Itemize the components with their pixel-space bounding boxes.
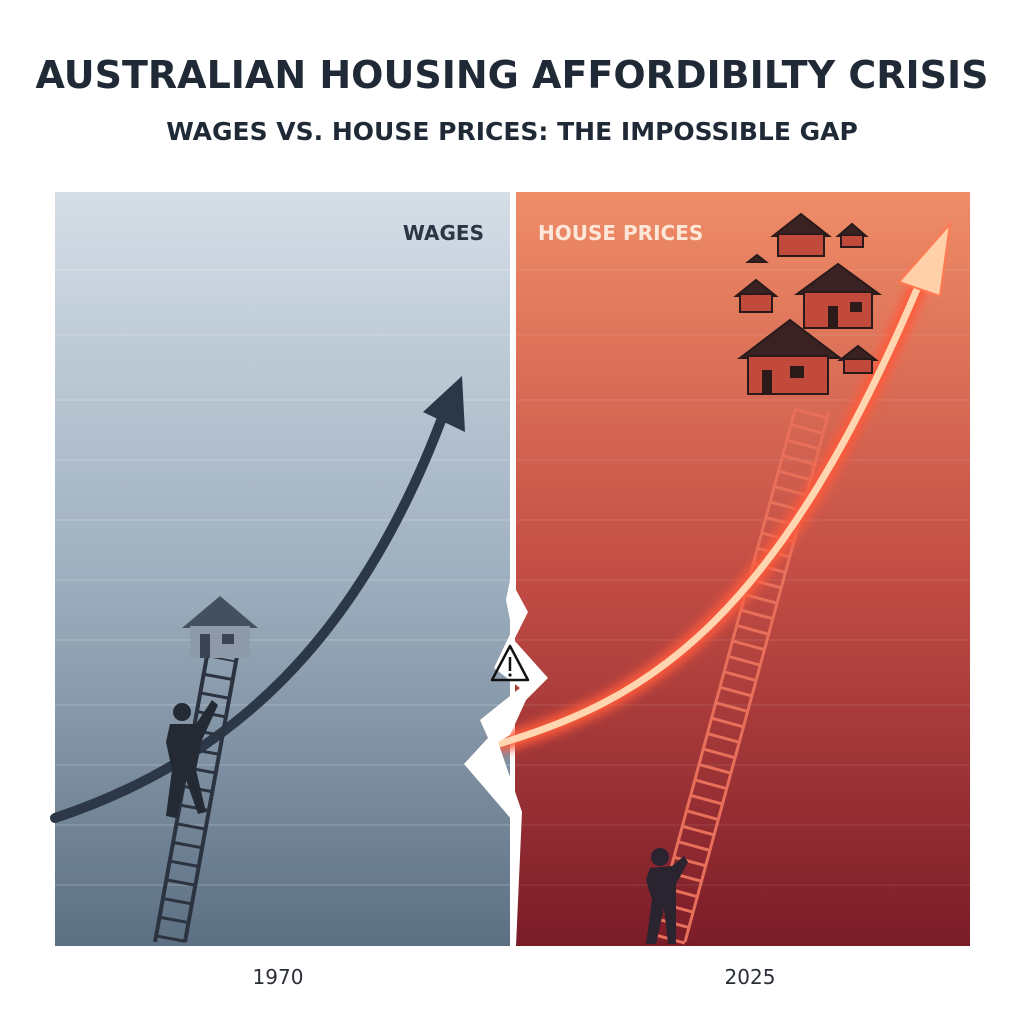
- crack: [464, 190, 548, 946]
- crack-polygon: [464, 190, 548, 946]
- house-prices-panel-polygon: [897, 220, 952, 298]
- subtitle: WAGES VS. HOUSE PRICES: THE IMPOSSIBLE G…: [166, 117, 858, 146]
- house-prices-panel-g-rect: [777, 233, 825, 257]
- wages-panel-g: [55, 269, 510, 886]
- house-prices-panel-g-rect: [739, 293, 773, 313]
- house-prices-panel: HOUSE PRICES: [491, 192, 970, 946]
- house-prices-panel-g-rect: [762, 370, 772, 394]
- house-prices-panel-g-polygon: [745, 253, 769, 263]
- house-prices-panel-g-rect: [828, 306, 838, 328]
- house-prices-panel-path: [491, 266, 929, 749]
- title: AUSTRALIAN HOUSING AFFORDIBILTY CRISIS: [36, 53, 989, 97]
- wages-panel-polygon: [423, 376, 465, 432]
- panel-label: HOUSE PRICES: [538, 221, 703, 245]
- house-prices-panel-g-rect: [840, 234, 864, 248]
- crack-polygon: [490, 644, 530, 682]
- house-prices-panel-rect: [515, 192, 970, 946]
- wages-panel: WAGES: [50, 192, 510, 946]
- house-prices-panel-g-rect: [747, 355, 829, 395]
- house-prices-panel-g-rect: [850, 302, 862, 312]
- house-prices-panel-g-rect: [843, 358, 873, 374]
- wages-panel-path: [166, 700, 218, 818]
- panel-label: WAGES: [403, 221, 484, 245]
- wages-panel-rect: [55, 192, 510, 946]
- wages-panel-rect: [190, 626, 250, 658]
- year-label: 2025: [725, 965, 776, 989]
- house-prices-panel-line: [649, 409, 797, 943]
- crack-circle: [508, 673, 512, 677]
- house-prices-panel-line: [651, 407, 829, 945]
- wages-panel-path: [50, 405, 450, 823]
- house-prices-panel-g: [762, 302, 862, 394]
- wages-panel-circle: [173, 703, 191, 721]
- wages-panel-polygon: [182, 596, 258, 628]
- house-prices-panel-circle: [651, 848, 669, 866]
- wages-panel-rect: [200, 634, 210, 658]
- house-prices-panel-g-rect: [790, 366, 804, 378]
- wages-panel-rect: [222, 634, 234, 644]
- wages-panel-line: [183, 655, 239, 943]
- year-label: 1970: [253, 965, 304, 989]
- house-prices-panel-g: [515, 269, 970, 886]
- house-prices-panel-path: [646, 856, 688, 944]
